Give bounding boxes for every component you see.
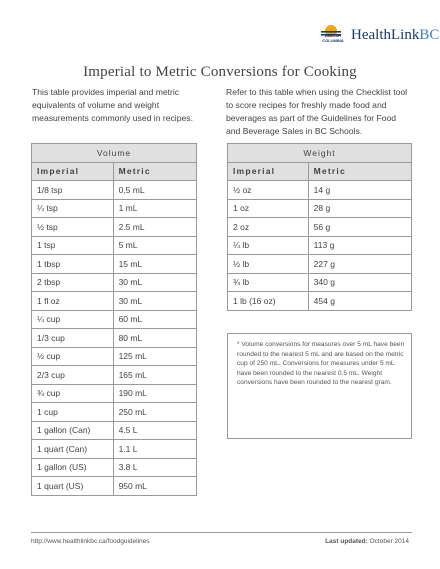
weight-table-imperial-cell: ¾ lb xyxy=(227,272,309,292)
weight-table-row: ½ oz 14 g xyxy=(227,180,413,200)
volume-table-imperial-cell: 2 tbsp xyxy=(31,272,114,292)
volume-table-metric-cell: 80 mL xyxy=(112,328,198,348)
volume-table-imperial-cell: 2/3 cup xyxy=(31,365,114,385)
volume-table-imperial-cell: ½ tsp xyxy=(31,217,114,237)
volume-table-row: 1/8 tsp 0.5 mL xyxy=(31,180,198,200)
weight-table-row: 2 oz 56 g xyxy=(227,217,413,237)
volume-table-metric-cell: 165 mL xyxy=(112,365,198,385)
weight-table-imperial-cell: ½ lb xyxy=(227,254,309,274)
volume-table-imperial-cell: 1/3 cup xyxy=(31,328,114,348)
volume-table-row: ¾ cup 190 mL xyxy=(31,383,198,403)
volume-table-metric-cell: 60 mL xyxy=(112,309,198,329)
volume-table-imperial-cell: 1 quart (US) xyxy=(31,476,114,496)
volume-table-metric-cell: 0.5 mL xyxy=(112,180,198,200)
intro-paragraph-right: Refer to this table when using the Check… xyxy=(226,87,408,136)
footer-url-link[interactable]: http://www.healthlinkbc.ca/foodguideline… xyxy=(31,538,150,545)
weight-table-title: Weight xyxy=(227,143,412,163)
volume-table: Volume Imperial Metric 1/8 tsp 0.5 mL ¼ ts… xyxy=(31,143,198,496)
volume-table-imperial-cell: 1 tsp xyxy=(31,235,114,255)
footer-last-updated: Last updated: October 2014 xyxy=(325,538,409,545)
volume-table-imperial-cell: 1/8 tsp xyxy=(31,180,114,200)
weight-table-metric-cell: 56 g xyxy=(307,217,413,237)
volume-header-imperial: Imperial xyxy=(31,161,114,181)
volume-table-row: 1 tbsp 15 mL xyxy=(31,254,198,274)
weight-table-imperial-cell: ¼ lb xyxy=(227,235,309,255)
volume-table-title: Volume xyxy=(31,143,197,163)
volume-table-row: 1 gallon (US) 3.8 L xyxy=(31,457,198,477)
weight-table-imperial-cell: 1 lb (16 oz) xyxy=(227,291,309,311)
volume-table-imperial-cell: 1 gallon (Can) xyxy=(31,420,114,440)
volume-table-metric-cell: 5 mL xyxy=(112,235,198,255)
volume-table-metric-cell: 1.1 L xyxy=(112,439,198,459)
volume-table-metric-cell: 250 mL xyxy=(112,402,198,422)
volume-table-imperial-cell: ¼ cup xyxy=(31,309,114,329)
volume-table-imperial-cell: 1 quart (Can) xyxy=(31,439,114,459)
page-title: Imperial to Metric Conversions for Cooki… xyxy=(83,64,357,80)
volume-table-metric-cell: 1 mL xyxy=(112,198,198,218)
weight-header-metric: Metric xyxy=(307,161,413,181)
weight-header-imperial: Imperial xyxy=(227,161,309,181)
volume-table-imperial-cell: 1 gallon (US) xyxy=(31,457,114,477)
volume-table-metric-cell: 4.5 L xyxy=(112,420,198,440)
volume-table-row: 1/3 cup 80 mL xyxy=(31,328,198,348)
volume-table-row: 2 tbsp 30 mL xyxy=(31,272,198,292)
weight-table-metric-cell: 113 g xyxy=(307,235,413,255)
volume-table-metric-cell: 950 mL xyxy=(112,476,198,496)
bc-sun-logo-icon xyxy=(321,25,341,37)
weight-table-metric-cell: 28 g xyxy=(307,198,413,218)
volume-table-row: 1 tsp 5 mL xyxy=(31,235,198,255)
volume-table-metric-cell: 30 mL xyxy=(112,272,198,292)
weight-table-imperial-cell: ½ oz xyxy=(227,180,309,200)
volume-table-metric-cell: 190 mL xyxy=(112,383,198,403)
intro-paragraph-left: This table provides imperial and metric … xyxy=(32,87,193,123)
bc-logo-text: BRITISH COLUMBIA xyxy=(322,33,344,43)
volume-table-imperial-cell: ½ cup xyxy=(31,346,114,366)
volume-table-row: ¼ tsp 1 mL xyxy=(31,198,198,218)
volume-table-metric-cell: 2.5 mL xyxy=(112,217,198,237)
volume-table-metric-cell: 30 mL xyxy=(112,291,198,311)
volume-table-metric-cell: 15 mL xyxy=(112,254,198,274)
volume-table-metric-cell: 125 mL xyxy=(112,346,198,366)
weight-table-row: ¾ lb 340 g xyxy=(227,272,413,292)
weight-table-metric-cell: 14 g xyxy=(307,180,413,200)
healthlinkbc-wordmark: HealthLinkBC xyxy=(351,27,440,43)
weight-table-imperial-cell: 2 oz xyxy=(227,217,309,237)
volume-table-imperial-cell: ¾ cup xyxy=(31,383,114,403)
volume-header-metric: Metric xyxy=(112,161,198,181)
volume-table-imperial-cell: ¼ tsp xyxy=(31,198,114,218)
volume-table-imperial-cell: 1 tbsp xyxy=(31,254,114,274)
weight-table-row: ¼ lb 113 g xyxy=(227,235,413,255)
healthlinkbc-logo: BRITISH COLUMBIA HealthLinkBC xyxy=(316,22,439,50)
volume-table-row: 2/3 cup 165 mL xyxy=(31,365,198,385)
volume-table-row: 1 quart (US) 950 mL xyxy=(31,476,198,496)
volume-table-row: 1 gallon (Can) 4.5 L xyxy=(31,420,198,440)
conversion-footnote: * Volume conversions for measures over 5… xyxy=(227,333,412,439)
volume-table-row: ½ tsp 2.5 mL xyxy=(31,217,198,237)
volume-table-row: 1 quart (Can) 1.1 L xyxy=(31,439,198,459)
weight-table-metric-cell: 454 g xyxy=(307,291,413,311)
weight-table-row: ½ lb 227 g xyxy=(227,254,413,274)
volume-table-row: 1 fl oz 30 mL xyxy=(31,291,198,311)
footer-divider xyxy=(31,532,412,533)
volume-table-imperial-cell: 1 fl oz xyxy=(31,291,114,311)
weight-table-imperial-cell: 1 oz xyxy=(227,198,309,218)
volume-table-metric-cell: 3.8 L xyxy=(112,457,198,477)
weight-table-metric-cell: 227 g xyxy=(307,254,413,274)
weight-table-row: 1 oz 28 g xyxy=(227,198,413,218)
weight-table-row: 1 lb (16 oz) 454 g xyxy=(227,291,413,311)
weight-table-metric-cell: 340 g xyxy=(307,272,413,292)
volume-table-row: 1 cup 250 mL xyxy=(31,402,198,422)
volume-table-row: ¼ cup 60 mL xyxy=(31,309,198,329)
volume-table-row: ½ cup 125 mL xyxy=(31,346,198,366)
volume-table-imperial-cell: 1 cup xyxy=(31,402,114,422)
